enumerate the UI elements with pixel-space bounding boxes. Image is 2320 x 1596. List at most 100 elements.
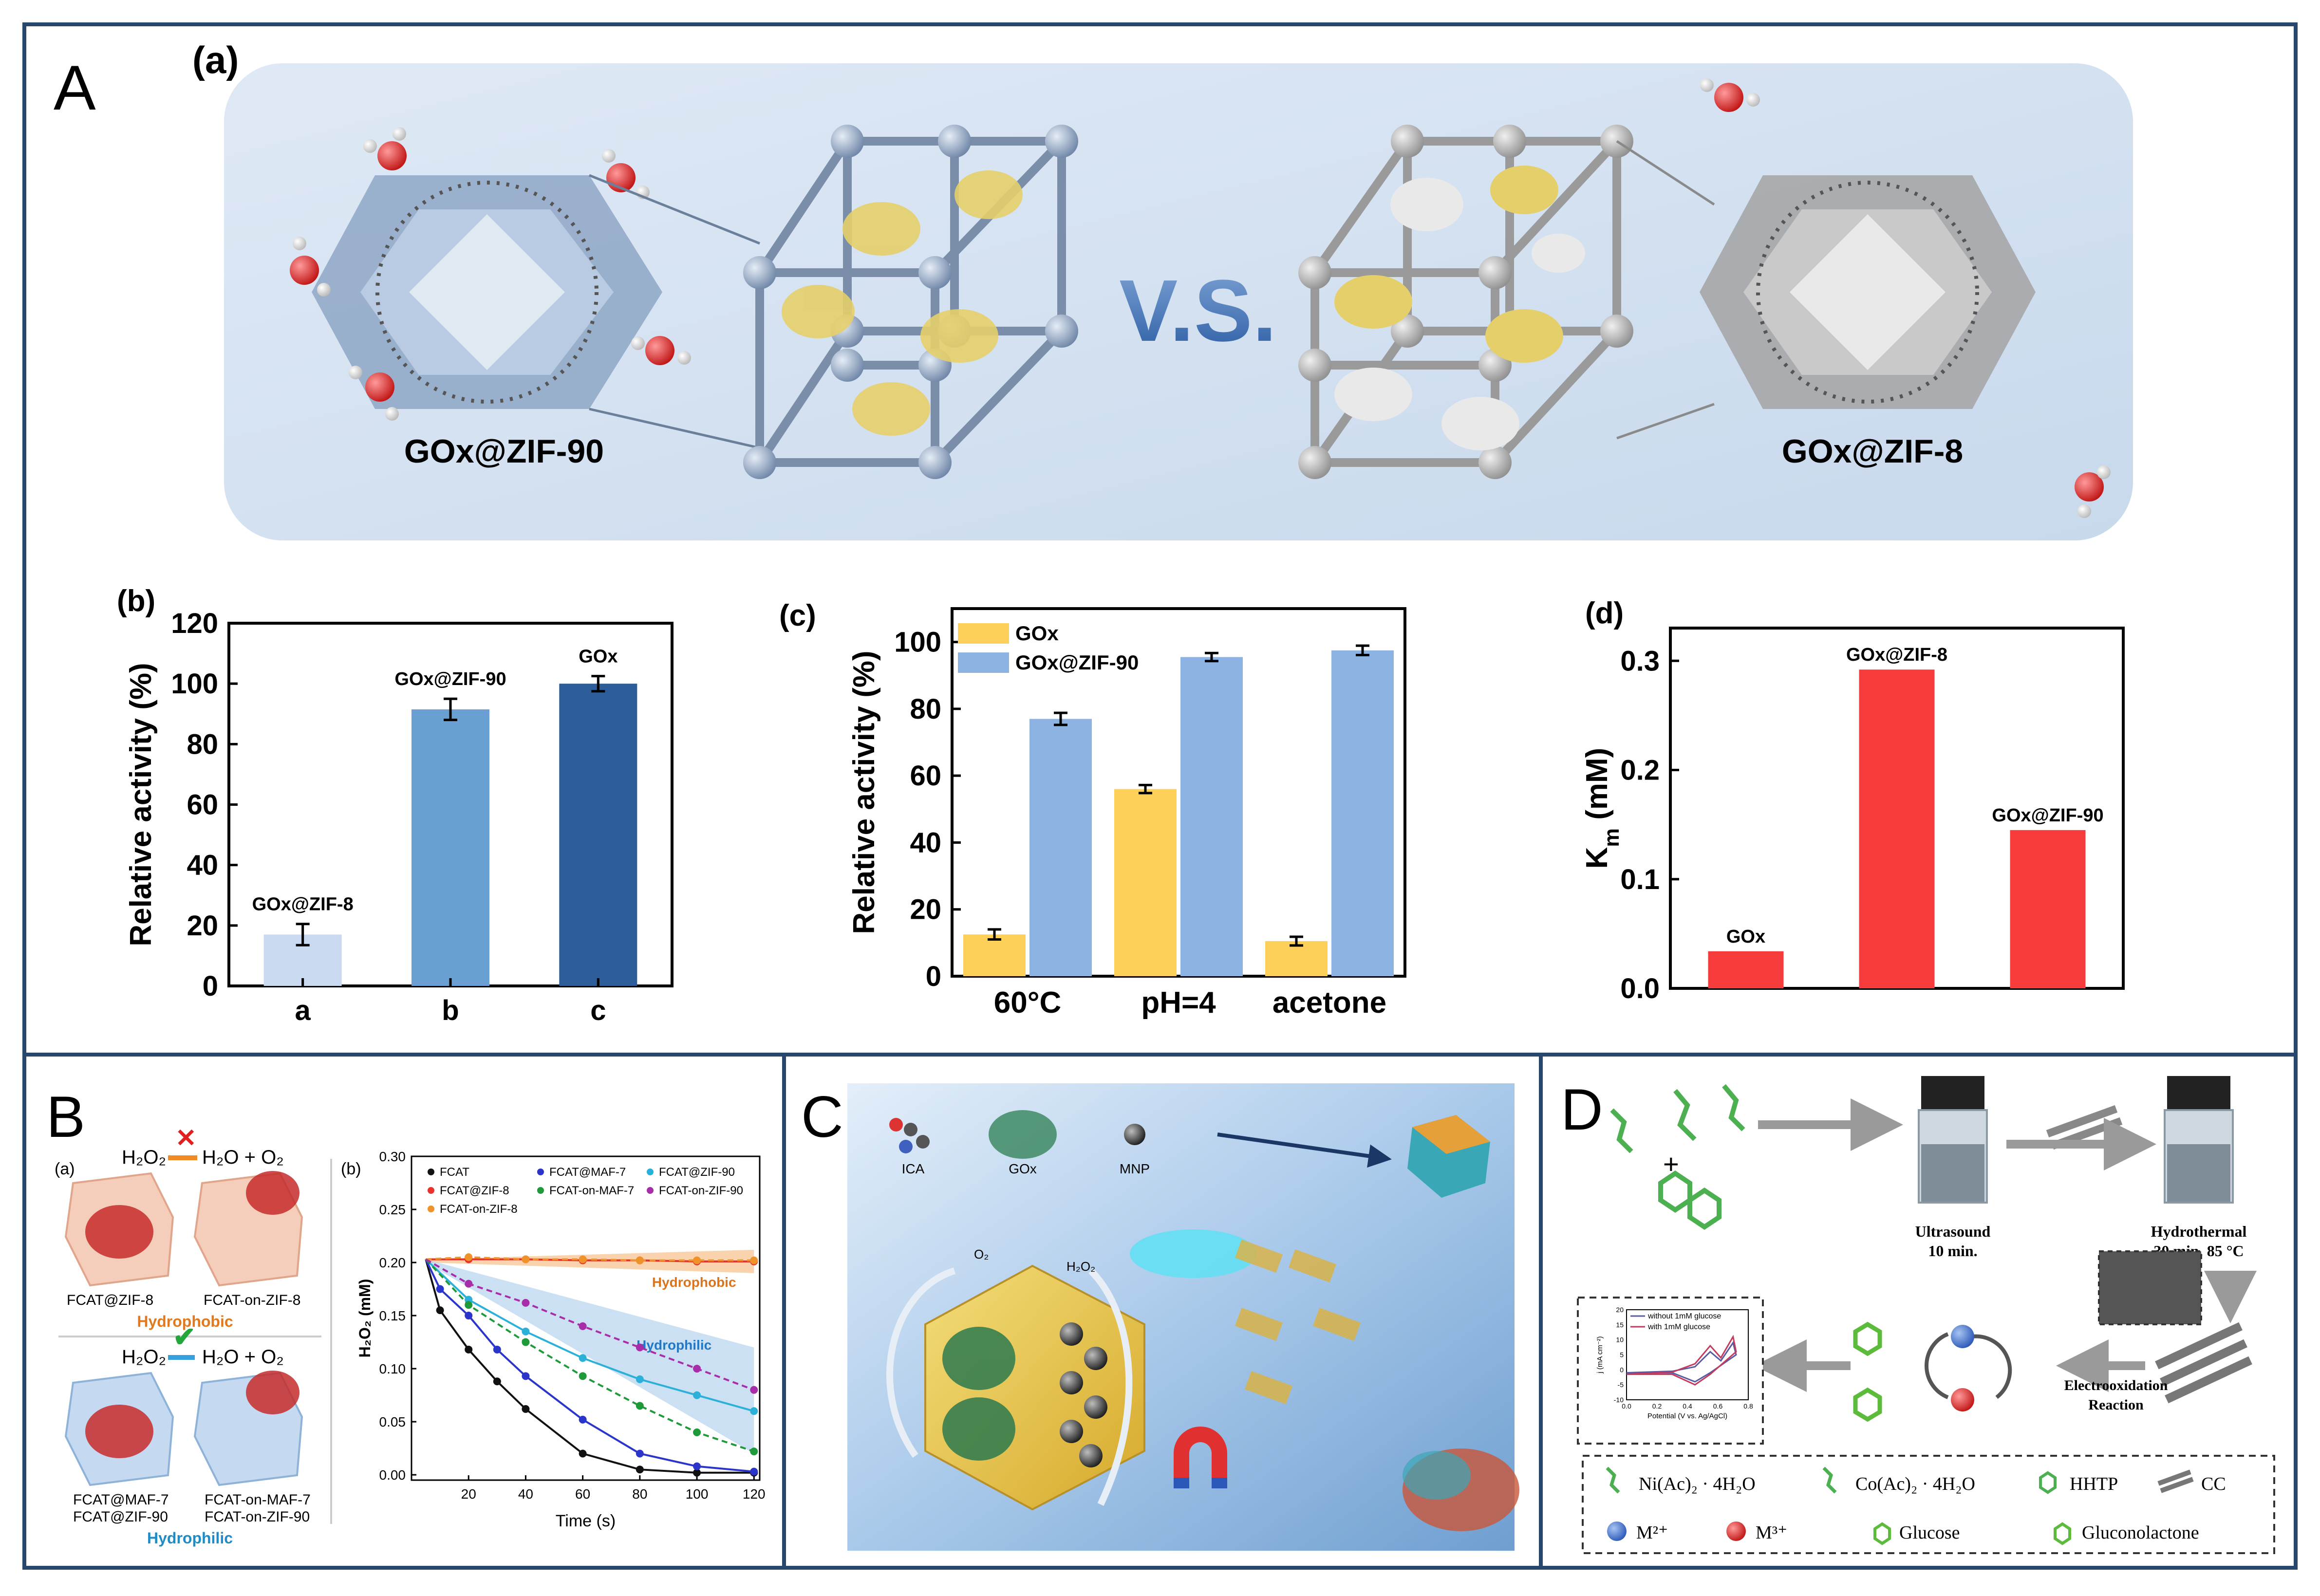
x-tick-label: 20 [461,1486,476,1502]
zoom-line [589,408,760,449]
bar [412,709,489,986]
y-tick-label: 60 [910,760,941,792]
data-point [522,1405,530,1413]
y-tick-label: 0.15 [379,1308,406,1323]
data-point [693,1256,701,1264]
cv-y-axis-label: j (mA cm⁻²) [1596,1336,1604,1373]
legend-box [1582,1455,2275,1554]
hydrothermal-vial-icon [2164,1076,2234,1204]
cv-inset-chart: without 1mM glucose with 1mM glucose 20 15 1… [1577,1297,1764,1445]
zif8-cube-icons [64,1171,303,1287]
hydrophilic-band [426,1259,754,1454]
ultrasound-time: 10 min. [1928,1242,1977,1260]
y-tick-label: 100 [171,668,218,700]
ultrasound-vial-icon [1918,1076,1988,1204]
legend-gluconolactone: Gluconolactone [2082,1522,2199,1543]
gox-enzyme-icons-mixed [1334,166,1585,450]
band-label-hydrophilic: Hydrophilic [636,1337,711,1353]
data-point [750,1256,758,1264]
chart-c: 0 20 40 60 80 100 60°C pH=4 acetone GOx GOx@ZIF-90… [847,607,1406,1020]
y-tick-label: 0 [203,970,218,1002]
y-tick-label: 60 [187,789,218,821]
cv-y-tick-label: 15 [1616,1321,1624,1329]
y-tick-label: 40 [910,827,941,858]
bar-annotation: GOx@ZIF-90 [1992,805,2103,826]
data-point [579,1372,587,1380]
schematic-background [224,63,2133,540]
fcat-zif90-label: FCAT@ZIF-90 [73,1509,168,1525]
data-point [750,1407,758,1415]
legend-label: FCAT [440,1166,469,1179]
data-point [436,1306,444,1315]
data-point [636,1466,644,1474]
data-point [750,1467,758,1476]
y-axis-label: H₂O₂ (mM) [356,1279,374,1358]
y-tick-label: 40 [187,850,218,881]
vs-label: V.S. [1119,262,1277,360]
bar-gox [1265,941,1328,976]
legend-marker [428,1169,434,1175]
y-tick-label: 0.2 [1620,755,1660,786]
cv-x-tick-label: 0.8 [1743,1402,1753,1410]
legend-co-acetate: Co(Ac)₂ · 4H₂O [1855,1474,1975,1494]
data-point [636,1256,644,1264]
h2o2-label-top: H₂O₂ [122,1147,166,1168]
x-tick-label: 60°C [994,986,1062,1020]
data-point [522,1338,530,1346]
data-point [693,1462,701,1470]
y-tick-label: 0.30 [379,1149,406,1164]
zif90-cube-icons [64,1371,303,1486]
data-point [636,1449,644,1458]
bar [1708,951,1784,988]
hydrophobic-label: Hydrophobic [137,1313,233,1330]
glucose-molecule-icon [1853,1321,1882,1422]
substrate-flow-arrow [886,1267,956,1458]
ultrasound-label: Ultrasound [1915,1223,1991,1240]
chart-d-label: (d) [1585,596,1624,630]
aggregate-cluster-icon [1403,1448,1519,1531]
chart-d: 0.0 0.1 0.2 0.3 GOx GOx@ZIF-8 GOx@ZIF-90 Km (mM… [1580,627,2125,1004]
reaction-label: Reaction [2088,1397,2144,1413]
cv-y-tick-label: 0 [1620,1366,1624,1373]
ica-label: ICA [902,1161,925,1176]
m3plus-ion-icon [1951,1388,1974,1411]
cv-legend-label: without 1mM glucose [1647,1312,1721,1320]
data-point [522,1372,530,1380]
data-point [636,1375,644,1383]
x-tick-label: 60 [575,1486,590,1502]
cv-y-tick-label: 5 [1620,1351,1624,1359]
zif8-lattice [1310,137,1621,467]
cv-curve-without-glucose [1626,1341,1737,1383]
x-axis-label: Time (s) [556,1512,616,1530]
legend-swatch [958,623,1009,644]
y-tick-label: 0.00 [379,1467,406,1483]
legend-glucose: Glucose [1899,1522,1960,1543]
plot-frame [951,607,1406,978]
y-axis-label: Relative activity (%) [124,663,158,946]
electrooxidation-label: Electrooxidation [2064,1377,2168,1393]
assembly-arrow [1217,1132,1392,1168]
y-tick-label: 100 [894,627,941,658]
bar-annotation: GOx [1726,927,1765,947]
x-tick-label: c [590,995,606,1026]
bar-annotation: GOx@ZIF-8 [252,894,354,915]
cv-inset-frame [1577,1297,1764,1445]
gox-enzyme-icons [782,170,1023,436]
panel-B-letter: B [46,1084,85,1150]
m3plus-legend-icon [1726,1522,1746,1541]
legend-marker [647,1187,654,1194]
zoom-line [1616,403,1715,440]
fcat-maf7-label: FCAT@MAF-7 [73,1492,169,1508]
mnp-icon [1124,1124,1145,1145]
data-point [636,1343,644,1352]
cv-legend-label: with 1mM glucose [1647,1323,1710,1331]
m2plus-legend-icon [1607,1522,1627,1541]
y-tick-label: 0.10 [379,1361,406,1376]
fcat-on-zif8-label: FCAT-on-ZIF-8 [204,1292,300,1308]
glucose-legend-icon [1873,1522,1891,1545]
bar-annotation: GOx@ZIF-90 [394,669,506,689]
data-point [465,1253,473,1262]
cc-icon [2157,1469,2194,1493]
legend-cc: CC [2201,1474,2226,1494]
co-acetate-icon [1822,1466,1837,1494]
